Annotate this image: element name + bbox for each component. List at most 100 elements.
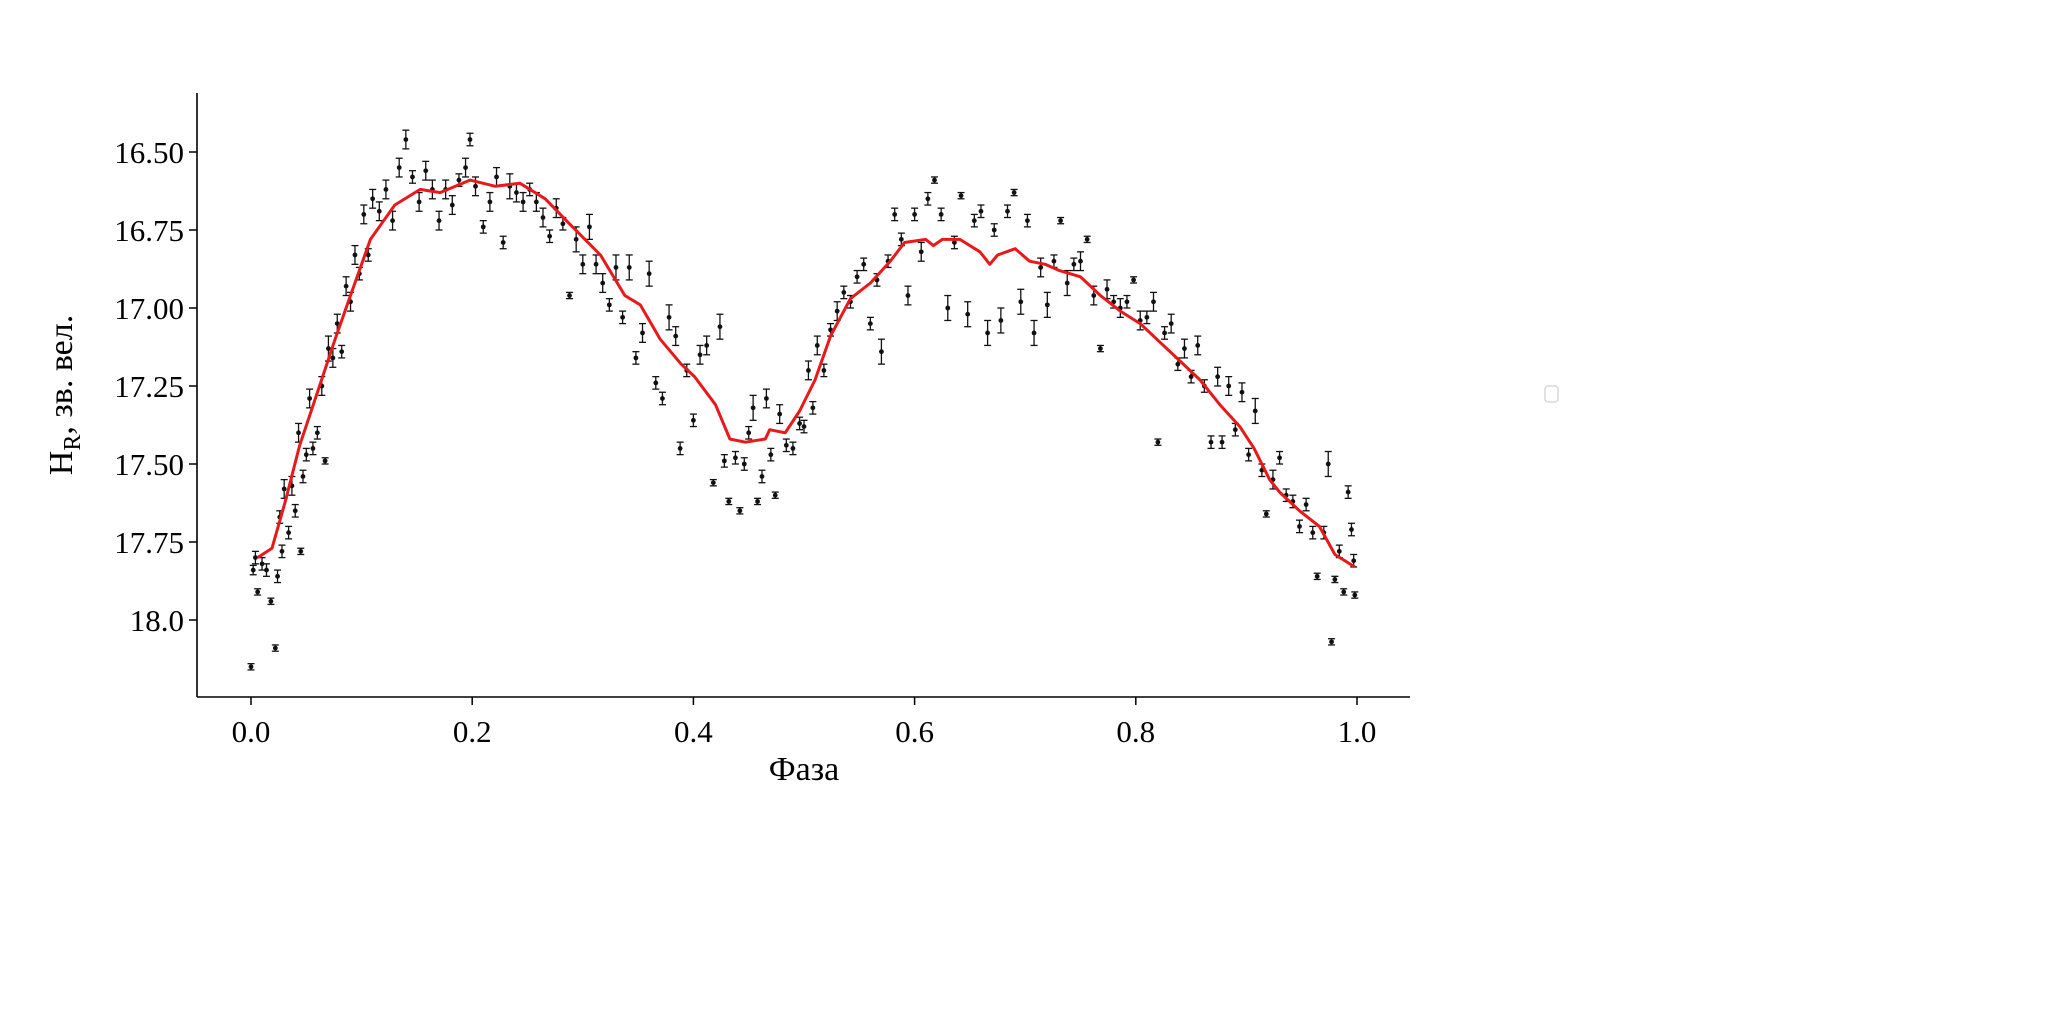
point-marker: [300, 474, 306, 479]
data-point: [1218, 435, 1226, 450]
data-point: [297, 547, 305, 556]
point-marker: [810, 405, 816, 411]
point-marker: [666, 314, 672, 320]
data-point: [486, 191, 494, 212]
data-point: [676, 441, 684, 456]
point-marker: [1232, 427, 1238, 433]
point-marker: [640, 330, 645, 336]
data-point: [448, 195, 456, 216]
point-marker: [416, 199, 422, 205]
data-point: [1328, 638, 1336, 646]
data-point: [1207, 435, 1215, 450]
data-point: [964, 301, 972, 328]
data-point: [1057, 216, 1065, 225]
data-point: [402, 129, 410, 150]
point-marker: [410, 174, 415, 180]
point-marker: [1314, 573, 1320, 579]
point-marker: [1336, 548, 1342, 554]
data-point: [428, 179, 436, 200]
point-marker: [746, 430, 752, 436]
point-marker: [1064, 280, 1070, 286]
point-marker: [1111, 299, 1117, 305]
point-marker: [365, 252, 371, 258]
data-point: [360, 204, 368, 225]
point-marker: [1219, 439, 1225, 445]
data-point: [592, 254, 600, 275]
point-marker: [985, 330, 990, 336]
data-point: [267, 597, 275, 606]
data-point: [585, 213, 593, 241]
point-marker: [494, 174, 499, 180]
data-point: [804, 360, 812, 381]
data-point: [625, 254, 633, 281]
data-point: [1276, 450, 1284, 465]
data-point: [1340, 588, 1348, 596]
point-marker: [991, 227, 997, 233]
data-point: [720, 453, 728, 468]
point-marker: [593, 261, 599, 267]
point-marker: [473, 183, 478, 189]
point-marker: [737, 508, 743, 514]
x-tick-label: 0.0: [232, 714, 271, 749]
point-marker: [279, 548, 285, 554]
point-marker: [250, 567, 256, 573]
data-points: [247, 129, 1359, 671]
data-point: [499, 235, 507, 250]
data-point: [338, 344, 346, 359]
point-marker: [281, 486, 287, 492]
data-point: [904, 285, 912, 306]
data-point: [342, 276, 350, 297]
point-marker: [673, 333, 679, 339]
data-point: [539, 207, 547, 228]
data-point: [696, 344, 704, 365]
point-marker: [717, 324, 723, 330]
point-marker: [1051, 258, 1057, 264]
data-point: [333, 313, 341, 334]
y-tick-label: 17.00: [114, 291, 184, 326]
data-point: [725, 497, 733, 506]
data-point: [369, 188, 377, 209]
data-point: [950, 235, 958, 250]
point-marker: [580, 261, 586, 267]
point-marker: [383, 187, 389, 192]
data-point: [1214, 366, 1222, 387]
data-point: [1123, 294, 1131, 309]
point-marker: [741, 461, 747, 467]
x-tick-label: 0.4: [674, 714, 713, 749]
data-point: [639, 322, 647, 343]
point-marker: [248, 664, 254, 670]
point-marker: [646, 271, 652, 277]
data-point: [740, 457, 748, 471]
data-point: [271, 644, 279, 652]
point-marker: [1162, 330, 1167, 336]
point-marker: [613, 265, 619, 270]
point-marker: [343, 283, 349, 289]
data-point: [1295, 519, 1303, 534]
point-marker: [467, 137, 473, 142]
point-marker: [814, 343, 820, 348]
data-point: [1149, 291, 1157, 312]
point-marker: [1297, 524, 1302, 529]
data-point: [249, 564, 257, 576]
data-point: [758, 469, 766, 484]
data-point: [931, 176, 939, 184]
point-marker: [1078, 258, 1083, 264]
data-point: [782, 438, 790, 453]
point-marker: [806, 368, 811, 373]
point-marker: [600, 280, 606, 286]
data-point: [278, 544, 286, 559]
data-point: [299, 469, 307, 484]
point-marker: [1071, 261, 1077, 267]
point-marker: [777, 411, 783, 417]
data-point: [754, 497, 762, 506]
point-marker: [370, 196, 376, 202]
data-point: [776, 404, 784, 425]
point-marker: [768, 452, 774, 458]
point-marker: [898, 236, 904, 242]
point-marker: [1352, 592, 1358, 598]
x-tick-label: 0.6: [895, 714, 934, 749]
data-point: [1180, 338, 1188, 359]
point-marker: [587, 224, 592, 230]
data-point: [546, 229, 554, 244]
data-point: [321, 457, 329, 465]
